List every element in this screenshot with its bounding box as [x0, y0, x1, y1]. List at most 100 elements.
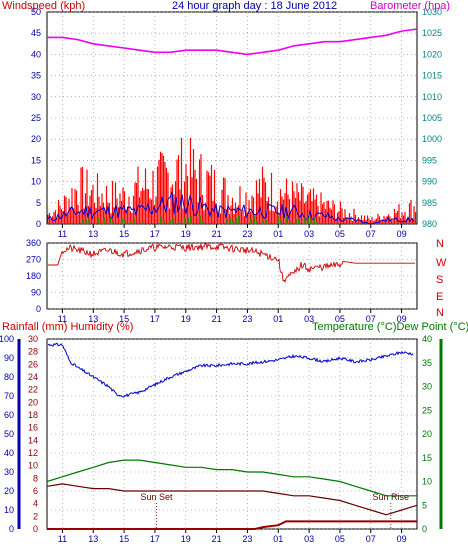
y-tick-label: 25 [31, 113, 41, 123]
temp-tick-label: 25 [422, 405, 432, 415]
y-tick-label: 10 [31, 177, 41, 187]
x-tick-label: 23 [242, 314, 252, 324]
x-tick-label: 17 [150, 314, 160, 324]
x-tick-label: 11 [58, 534, 67, 544]
y-tick-label: 0 [36, 304, 41, 314]
rainfall-line [47, 520, 417, 530]
y2-tick-label: 995 [422, 155, 437, 165]
y2-tick-label: 1005 [422, 113, 442, 123]
windspeed-label: Windspeed (kph) [2, 0, 85, 12]
y2-tick-label: 1030 [422, 7, 442, 17]
y-tick-label: 30 [31, 92, 41, 102]
x-tick-label: 15 [119, 534, 129, 544]
humidity-tick-label: 80 [4, 372, 14, 382]
y-tick-label: 180 [26, 271, 41, 281]
x-tick-label: 19 [181, 534, 191, 544]
x-tick-label: 07 [366, 534, 376, 544]
x-tick-label: 13 [88, 534, 98, 544]
rain-tick-label: 4 [33, 499, 38, 509]
temperature-panel: 0102030405060708090100024681012141618202… [0, 334, 443, 544]
temp-tick-label: 40 [422, 334, 432, 344]
y-tick-label: 360 [26, 238, 41, 248]
rain-tick-label: 12 [28, 448, 38, 458]
temp-tick-label: 30 [422, 382, 432, 392]
temp-dew-label: Temperature (°C)Dew Point (°C) [312, 321, 468, 333]
sun-annotation: Sun Set [140, 492, 173, 502]
rain-tick-label: 30 [28, 334, 38, 344]
x-tick-label: 03 [304, 229, 314, 239]
y-tick-label: 0 [36, 219, 41, 229]
humidity-tick-label: 70 [4, 391, 14, 401]
y-tick-label: 90 [31, 288, 41, 298]
rain-tick-label: 18 [28, 410, 38, 420]
x-tick-label: 13 [88, 229, 98, 239]
temp-tick-label: 0 [422, 524, 427, 534]
compass-label: N [436, 307, 444, 319]
x-tick-label: 05 [335, 534, 345, 544]
x-tick-label: 13 [88, 314, 98, 324]
dewpoint-line [46, 483, 418, 516]
rain-tick-label: 2 [33, 511, 38, 521]
rain-tick-label: 10 [28, 461, 38, 471]
x-tick-label: 09 [397, 314, 407, 324]
x-tick-label: 01 [273, 314, 283, 324]
barometer-label: Barometer (hpa) [370, 0, 450, 12]
y-tick-label: 5 [36, 198, 41, 208]
chart-title: 24 hour graph day : 18 June 2012 [172, 0, 337, 12]
y-tick-label: 35 [31, 71, 41, 81]
x-tick-label: 15 [119, 314, 129, 324]
rain-tick-label: 20 [28, 397, 38, 407]
y2-tick-label: 980 [422, 219, 437, 229]
x-tick-label: 09 [397, 534, 407, 544]
rain-tick-label: 24 [28, 372, 38, 382]
y2-tick-label: 990 [422, 177, 437, 187]
x-tick-label: 03 [304, 534, 314, 544]
x-tick-label: 15 [119, 229, 129, 239]
temp-tick-label: 20 [422, 429, 432, 439]
y-tick-label: 270 [26, 255, 41, 265]
y-tick-label: 40 [31, 49, 41, 59]
x-tick-label: 03 [304, 314, 314, 324]
y2-tick-label: 1020 [422, 49, 442, 59]
rain-humidity-label: Rainfall (mm) Humidity (%) [2, 321, 133, 333]
y-tick-label: 45 [31, 28, 41, 38]
rain-tick-label: 8 [33, 473, 38, 483]
humidity-tick-label: 30 [4, 467, 14, 477]
temp-tick-label: 15 [422, 453, 432, 463]
x-tick-label: 09 [397, 229, 407, 239]
temperature-line [46, 459, 417, 497]
compass-label: N [436, 238, 444, 250]
y2-tick-label: 1025 [422, 28, 442, 38]
humidity-line [47, 342, 414, 398]
compass-label: S [436, 274, 443, 286]
rain-tick-label: 26 [28, 359, 38, 369]
y2-tick-label: 1010 [422, 92, 442, 102]
humidity-tick-label: 0 [9, 524, 14, 534]
x-tick-label: 17 [150, 534, 160, 544]
x-tick-label: 17 [150, 229, 160, 239]
barometer-line [47, 28, 418, 56]
x-tick-label: 05 [335, 229, 345, 239]
x-tick-label: 19 [181, 229, 191, 239]
x-tick-label: 21 [212, 229, 222, 239]
temp-tick-label: 35 [422, 358, 432, 368]
wind-bars [47, 137, 417, 224]
x-tick-label: 07 [366, 229, 376, 239]
humidity-tick-label: 40 [4, 448, 14, 458]
temp-tick-label: 10 [422, 477, 432, 487]
temp-tick-label: 5 [422, 500, 427, 510]
humidity-tick-label: 50 [4, 429, 14, 439]
y2-tick-label: 1015 [422, 71, 442, 81]
y2-tick-label: 985 [422, 198, 437, 208]
y2-tick-label: 1000 [422, 134, 442, 144]
rain-tick-label: 16 [28, 423, 38, 433]
gust-polyline [47, 191, 415, 225]
humidity-tick-label: 20 [4, 486, 14, 496]
x-tick-label: 23 [242, 229, 252, 239]
rain-tick-label: 22 [28, 385, 38, 395]
compass-label: W [436, 257, 447, 269]
calm-bars [82, 215, 318, 224]
